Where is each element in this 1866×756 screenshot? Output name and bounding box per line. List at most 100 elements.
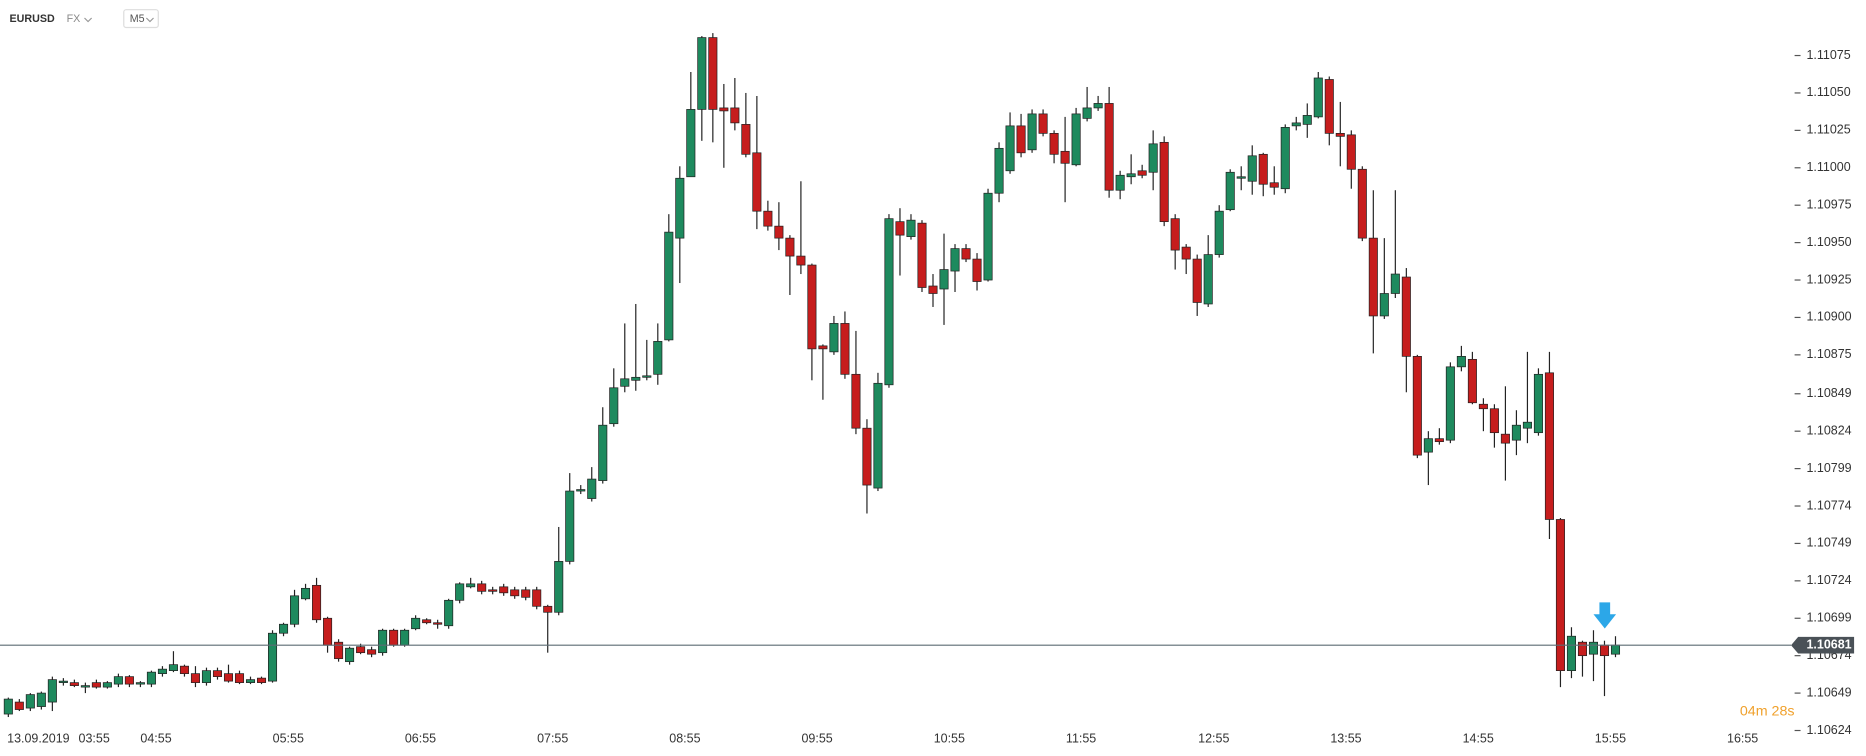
y-tick-label: 1.11050 [1806,85,1850,99]
candle-body [1467,358,1477,404]
candle-body [1313,77,1323,118]
candle-body [1093,103,1103,109]
candle-body [598,424,608,481]
candle-body [1555,519,1565,671]
candle-body [884,218,894,386]
candle-body [345,647,355,663]
plot-area: 1.11075 1.11050 1.11025 1.11000 1.10975 1.109… [0,33,1855,745]
candle-body [1170,218,1180,251]
candle-body [14,701,24,710]
candle-body [1269,182,1279,188]
candle-body [1038,113,1048,134]
candle-body [36,692,46,707]
candle-body [1027,113,1037,151]
y-tick-label: 1.10900 [1806,310,1851,324]
candle-body [543,605,553,613]
x-tick-label: 15:55 [1595,731,1626,745]
candle-body [1137,170,1147,176]
candle-body [1566,635,1576,671]
dropdown-caret [84,17,93,23]
candle-body [565,490,575,562]
candle-body [950,248,960,272]
candle-body [168,664,178,671]
candle-body [1203,254,1213,305]
candle-body [631,376,641,381]
market[interactable]: FX [67,13,81,25]
candle-body [1368,237,1378,317]
candle-body [323,617,333,646]
candle-body [212,670,223,677]
candle-body [234,673,245,683]
candle-body [532,589,542,607]
timeframe[interactable]: M5 [130,13,145,25]
y-tick-label: 1.10774 [1806,498,1851,512]
x-tick-label: 05:55 [273,731,304,745]
y-tick-label: 1.10749 [1806,536,1851,550]
signal-arrow [1593,602,1617,629]
x-tick-label: 09:55 [801,731,832,745]
candle-body [1071,113,1081,166]
candle-body [686,109,696,178]
candle-body [499,586,509,594]
y-tick-label: 1.10824 [1806,423,1851,437]
candle-body [466,583,476,588]
candle-body [1005,125,1015,172]
x-tick-label: 16:55 [1727,731,1758,745]
y-tick-label: 1.11025 [1806,123,1850,137]
candle-body [510,589,520,597]
candle-body [3,698,13,715]
timeframe-box[interactable] [123,9,159,29]
candle-body [818,345,828,350]
candle-body [1082,107,1092,119]
candle-body [576,489,586,492]
x-tick-label: 13.09.2019 [7,731,70,745]
candle-body [972,258,982,282]
candle-body [1500,433,1510,444]
candle-body [697,37,707,110]
candle-body [201,670,211,683]
candle-body [620,378,630,387]
y-tick-label: 1.10875 [1806,347,1851,361]
candle-body [1324,79,1334,134]
candle-body [763,210,773,227]
candle-body [422,619,432,624]
y-tick-label: 1.10975 [1806,197,1851,211]
candle-body [774,225,784,239]
candle-body [256,677,267,683]
candle-body [279,623,289,634]
candle-body [521,589,531,598]
candle-body [135,682,145,685]
candle-body [1181,246,1191,260]
candle-body [245,679,256,683]
y-tick-label: 1.10925 [1806,272,1851,286]
candle-body [124,676,134,685]
candle-body [378,629,388,654]
candle-body [873,382,883,489]
candle-body [1610,644,1621,655]
candle-body [1511,424,1521,441]
candle-body [433,622,443,625]
candle-body [1478,403,1488,410]
candle-body [1335,133,1345,137]
candle-body [69,682,79,686]
candle-body [807,264,817,350]
dropdown-caret [145,17,154,23]
candle-body [334,641,344,660]
candle-body [102,682,112,688]
candle-body [389,629,399,646]
candle-body [719,107,729,112]
candle-body [587,478,597,499]
candle-body [1445,366,1455,441]
candle-body [1544,372,1554,520]
header: EURUSD FX M5 [10,9,159,29]
x-tick-label: 12:55 [1198,731,1229,745]
candle-body [80,685,90,688]
candle-body [796,255,806,266]
candle-body [47,679,57,703]
countdown: 04m 28s [1740,704,1795,720]
candle-body [301,587,311,600]
candle-body [400,629,410,646]
candle-body [1148,143,1158,173]
candle-body [741,124,751,155]
